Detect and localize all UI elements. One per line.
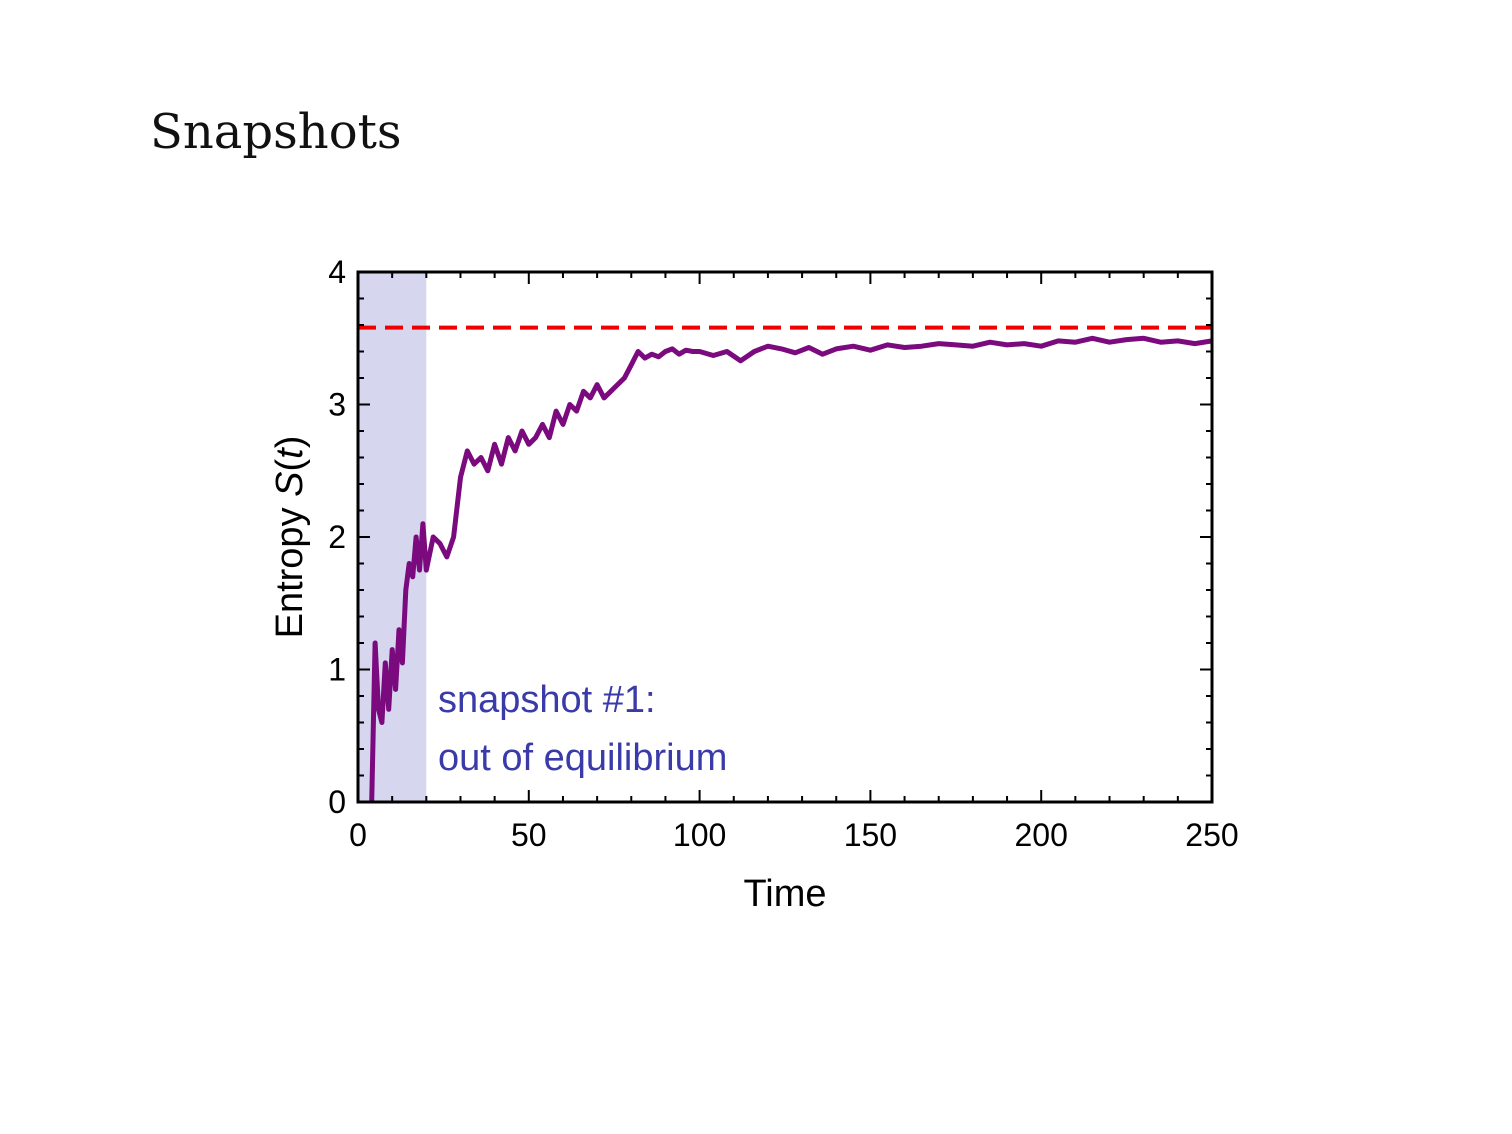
x-tick-label: 100	[673, 817, 726, 853]
x-tick-label: 0	[349, 817, 367, 853]
y-tick-label: 4	[328, 254, 346, 290]
series-line-entropy	[369, 335, 1213, 803]
x-axis-title: Time	[743, 873, 826, 915]
y-axis-title-var: t	[269, 447, 311, 459]
annotation-line-2: out of equilibrium	[438, 737, 727, 779]
y-tick-label: 2	[328, 519, 346, 555]
x-tick-label: 150	[844, 817, 897, 853]
x-tick-label: 200	[1015, 817, 1068, 853]
slide-title: Snapshots	[150, 104, 402, 160]
y-axis-title-close: )	[269, 436, 311, 449]
x-tick-label: 50	[511, 817, 547, 853]
y-tick-label: 0	[328, 784, 346, 820]
y-axis-title-open: (	[269, 458, 311, 471]
y-tick-label: 1	[328, 652, 346, 688]
y-tick-label: 3	[328, 387, 346, 423]
series-line-layer	[369, 335, 1213, 803]
annotation-line-1: snapshot #1:	[438, 679, 656, 721]
y-axis-title-prefix: Entropy	[269, 497, 311, 639]
y-axis-title: Entropy S(t)	[269, 436, 311, 639]
plot-frame	[356, 270, 1214, 804]
tick-label-layer: 0 50 100 150 200 250 0 1 2 3 4	[328, 254, 1238, 853]
x-tick-label: 250	[1185, 817, 1238, 853]
y-axis-title-symbol: S	[269, 471, 311, 496]
